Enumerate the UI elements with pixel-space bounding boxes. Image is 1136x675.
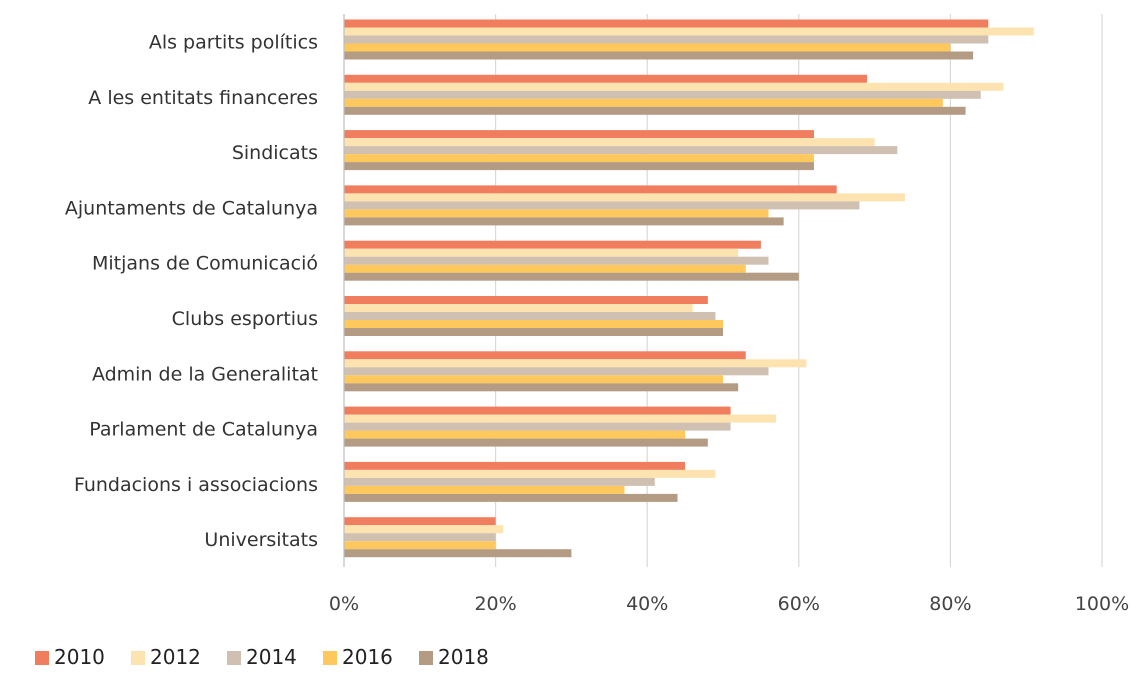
category-label: Fundacions i associacions <box>74 474 318 496</box>
bar-2016 <box>344 375 723 384</box>
x-tick-labels: 0% 20% 40% 60% 80% 100% <box>329 593 1129 615</box>
legend-label: 2016 <box>342 645 393 669</box>
bar-2010 <box>344 74 868 83</box>
bar-2016 <box>344 320 723 328</box>
x-tick-label: 40% <box>626 593 668 615</box>
bar-2016 <box>344 541 496 550</box>
bar-2016 <box>344 485 625 494</box>
bars <box>344 19 1034 558</box>
bar-2018 <box>344 328 723 336</box>
legend-label: 2010 <box>54 645 105 669</box>
bar-2018 <box>344 106 966 115</box>
bar-2018 <box>344 272 799 281</box>
x-tick-label: 0% <box>329 593 359 615</box>
bar-2016 <box>344 209 769 218</box>
category-label: A les entitats financeres <box>88 87 318 109</box>
category-label: Universitats <box>204 529 318 551</box>
bar-2012 <box>344 193 905 202</box>
legend-item-2016: 2016 <box>323 645 393 669</box>
bar-2012 <box>344 82 1004 91</box>
bar-2010 <box>344 240 761 249</box>
bar-2012 <box>344 248 739 257</box>
bar-2010 <box>344 351 746 360</box>
x-tick-label: 100% <box>1075 593 1129 615</box>
bar-2014 <box>344 256 769 265</box>
bar-2010 <box>344 130 814 139</box>
bar-2014 <box>344 90 981 99</box>
bar-2014 <box>344 312 716 320</box>
bar-2014 <box>344 35 989 44</box>
bar-2012 <box>344 27 1034 36</box>
category-label: Clubs esportius <box>172 308 318 330</box>
bar-2012 <box>344 304 693 312</box>
category-labels: Als partits polítics A les entitats finan… <box>65 32 318 552</box>
bar-2018 <box>344 383 739 392</box>
category-label: Parlament de Catalunya <box>89 419 318 441</box>
bar-2010 <box>344 517 496 526</box>
bar-2018 <box>344 51 974 60</box>
bar-2018 <box>344 549 572 558</box>
bar-2014 <box>344 201 860 210</box>
bar-2014 <box>344 533 496 542</box>
legend-label: 2012 <box>150 645 201 669</box>
legend-swatch <box>35 651 49 665</box>
category-label: Sindicats <box>232 142 318 164</box>
bar-2010 <box>344 19 989 28</box>
bar-2014 <box>344 477 655 486</box>
bar-2012 <box>344 469 716 478</box>
legend-item-2014: 2014 <box>227 645 297 669</box>
bar-2014 <box>344 146 898 155</box>
bar-2014 <box>344 367 769 376</box>
legend-label: 2014 <box>246 645 297 669</box>
bar-2012 <box>344 359 807 368</box>
bar-2018 <box>344 217 784 226</box>
legend-swatch <box>323 651 337 665</box>
bar-2018 <box>344 493 678 502</box>
x-tick-label: 60% <box>778 593 820 615</box>
bar-2016 <box>344 264 746 273</box>
category-label: Als partits polítics <box>149 32 318 54</box>
bar-2016 <box>344 43 951 52</box>
bar-2016 <box>344 154 814 163</box>
legend-item-2012: 2012 <box>131 645 201 669</box>
bar-2010 <box>344 185 837 194</box>
x-tick-label: 20% <box>474 593 516 615</box>
legend-item-2010: 2010 <box>35 645 105 669</box>
bar-2012 <box>344 414 777 423</box>
legend-swatch <box>131 651 145 665</box>
x-tick-label: 80% <box>929 593 971 615</box>
category-label: Mitjans de Comunicació <box>92 253 318 275</box>
bar-2010 <box>344 461 686 470</box>
bar-2014 <box>344 422 731 431</box>
category-label: Ajuntaments de Catalunya <box>65 197 318 219</box>
bar-2016 <box>344 98 943 107</box>
legend: 2010 2012 2014 2016 2018 <box>35 645 489 669</box>
category-label: Admin de la Generalitat <box>92 363 318 385</box>
legend-swatch <box>419 651 433 665</box>
bar-2010 <box>344 296 708 304</box>
legend-label: 2018 <box>438 645 489 669</box>
bar-2010 <box>344 406 731 415</box>
bar-2018 <box>344 438 708 447</box>
bar-2012 <box>344 138 875 147</box>
legend-item-2018: 2018 <box>419 645 489 669</box>
bar-2012 <box>344 525 504 534</box>
legend-swatch <box>227 651 241 665</box>
bar-2016 <box>344 430 686 439</box>
bar-2018 <box>344 162 814 171</box>
